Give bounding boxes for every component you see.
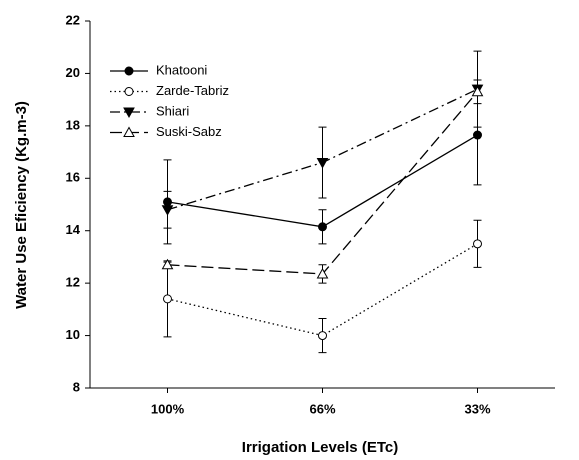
x-tick-label: 100% [151,401,185,416]
y-tick-label: 10 [66,327,80,342]
legend-marker [124,66,134,76]
marker [473,239,482,249]
y-tick-label: 14 [66,222,81,237]
x-tick-label: 33% [464,401,490,416]
marker [471,85,484,97]
legend-label: Zarde-Tabriz [156,83,229,98]
series-line [167,243,478,337]
y-axis-title: Water Use Eficiency (Kg.m-3) [13,101,30,309]
y-tick-label: 16 [66,170,80,185]
marker [161,258,174,270]
marker [316,267,329,279]
legend-marker [123,107,135,119]
marker [161,205,174,216]
marker [318,331,327,341]
marker [473,130,482,140]
legend-marker [124,87,134,96]
marker [163,294,172,304]
y-tick-label: 8 [73,379,80,394]
y-tick-label: 12 [66,275,80,290]
marker [318,222,327,232]
x-axis-title: Irrigation Levels (ETc) [242,439,398,456]
y-tick-label: 22 [66,12,80,27]
y-tick-label: 20 [66,65,80,80]
legend-label: Khatooni [156,62,207,77]
legend-marker [123,126,135,137]
marker [316,158,329,169]
y-tick-label: 18 [66,117,80,132]
legend-label: Suski-Sabz [156,124,222,139]
legend-label: Shiari [156,103,189,118]
x-tick-label: 66% [309,401,335,416]
